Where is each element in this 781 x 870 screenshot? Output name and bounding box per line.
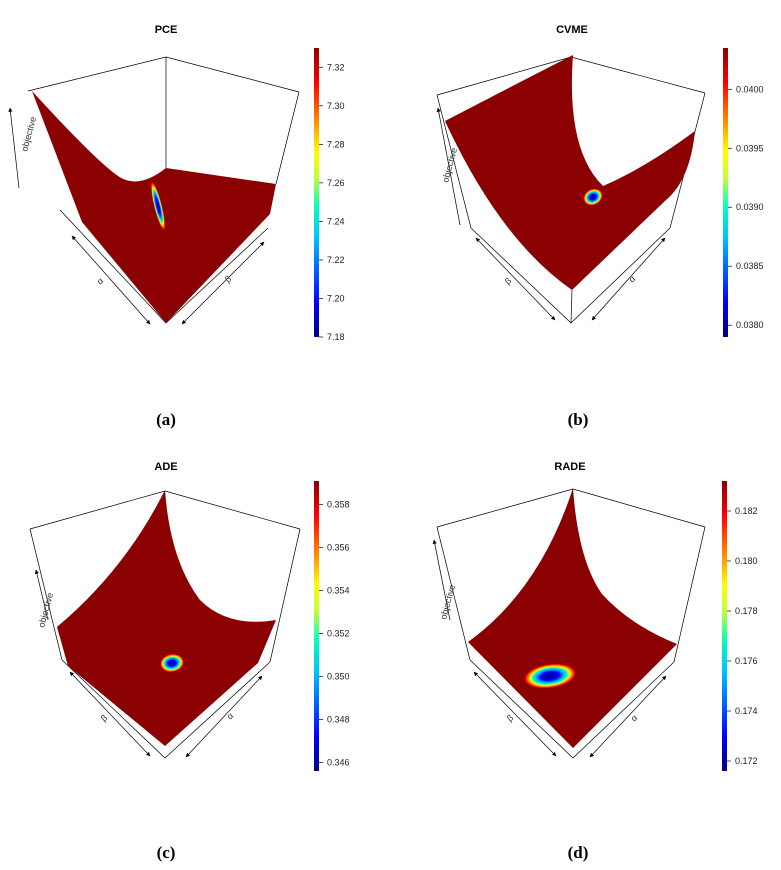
- panel-b-colorbar: [723, 48, 728, 337]
- colorbar-tick-label: 0.352: [327, 629, 350, 639]
- panel-a-alpha-arrow: [71, 235, 151, 325]
- colorbar-tick-label: 7.30: [327, 101, 345, 111]
- panel-a-min-spot: [150, 181, 166, 231]
- panel-b-objective-label: objective: [440, 147, 459, 184]
- panel-b-alpha-label: α: [627, 274, 637, 285]
- colorbar-tick-label: 0.350: [327, 671, 350, 681]
- panel-a-objective-label: objective: [19, 116, 38, 153]
- panel-d-alpha-label: α: [629, 713, 639, 724]
- panel-b-min-spot: [583, 188, 603, 206]
- colorbar-tick-label: 0.174: [735, 706, 758, 716]
- colorbar-tick-label: 0.0390: [736, 202, 764, 212]
- colorbar-tick-label: 7.24: [327, 216, 345, 226]
- panel-a-colorbar-ticks: 7.18 7.20 7.22 7.24 7.26 7.28 7.30 7.32: [319, 62, 345, 342]
- panel-c-alpha-arrow: [185, 675, 263, 758]
- colorbar-tick-label: 7.32: [327, 62, 345, 72]
- panel-a-colorbar: [314, 48, 319, 337]
- panel-c-objective-arrow: [34, 569, 49, 621]
- colorbar-tick-label: 7.28: [327, 139, 345, 149]
- colorbar-tick-label: 7.18: [327, 332, 345, 342]
- panel-d-caption: (d): [568, 843, 589, 862]
- colorbar-tick-label: 0.176: [735, 656, 758, 666]
- panel-d: RADE objective β α 0.1720.1740.1760.1780…: [432, 461, 758, 862]
- panel-b: CVME objective β α 0.03800.03850.03900.0…: [436, 24, 764, 429]
- panel-b-title: CVME: [556, 24, 588, 36]
- panel-a-surface: [32, 91, 276, 323]
- panel-d-objective-arrow: [432, 539, 451, 621]
- panel-c-caption: (c): [157, 843, 176, 862]
- panel-a-caption: (a): [156, 410, 176, 429]
- panel-b-beta-arrow: [475, 237, 556, 321]
- panel-a-beta-label: β: [223, 274, 233, 285]
- panel-b-objective-arrow: [436, 107, 461, 226]
- colorbar-tick-label: 0.348: [327, 714, 350, 724]
- panel-a-title: PCE: [155, 24, 178, 36]
- panel-a: PCE objective α β 7.187.207.227.247.267.…: [8, 24, 345, 429]
- colorbar-tick-label: 0.0400: [736, 84, 764, 94]
- panel-d-colorbar-ticks: 0.172 0.174 0.176 0.178 0.180 0.182: [727, 506, 758, 766]
- panel-d-alpha-arrow: [589, 675, 667, 758]
- panel-c: ADE objective β α 0.3460.3480.3500.3520.…: [29, 461, 350, 862]
- panel-d-title: RADE: [554, 461, 585, 473]
- colorbar-tick-label: 0.180: [735, 556, 758, 566]
- colorbar-tick-label: 0.346: [327, 757, 350, 767]
- colorbar-tick-label: 0.0395: [736, 143, 764, 153]
- panel-d-objective-label: objective: [438, 584, 457, 621]
- panel-b-caption: (b): [568, 410, 589, 429]
- panel-d-colorbar: [722, 481, 727, 771]
- panel-c-colorbar-ticks: 0.346 0.348 0.350 0.352 0.354 0.356 0.358: [319, 500, 350, 767]
- panel-c-surface: [57, 490, 276, 746]
- panel-c-beta-arrow: [69, 671, 151, 757]
- colorbar-tick-label: 7.22: [327, 255, 345, 265]
- colorbar-tick-label: 0.0385: [736, 261, 764, 271]
- panel-c-min-spot: [160, 653, 184, 673]
- panel-b-beta-label: β: [503, 276, 513, 287]
- panel-a-objective-arrow: [8, 107, 20, 189]
- panel-b-surface: [445, 55, 695, 290]
- panel-c-beta-label: β: [99, 713, 109, 724]
- colorbar-tick-label: 0.182: [735, 506, 758, 516]
- panel-d-beta-label: β: [505, 713, 515, 724]
- panel-c-alpha-label: α: [225, 711, 235, 722]
- panel-c-objective-label: objective: [36, 592, 55, 629]
- colorbar-tick-label: 7.26: [327, 178, 345, 188]
- panel-c-colorbar: [314, 481, 319, 771]
- panel-b-colorbar-ticks: 0.0380 0.0385 0.0390 0.0395 0.0400: [728, 84, 764, 330]
- colorbar-tick-label: 0.358: [327, 500, 350, 510]
- panel-a-alpha-label: α: [95, 276, 105, 287]
- colorbar-tick-label: 0.178: [735, 606, 758, 616]
- panel-d-surface: [468, 488, 677, 748]
- colorbar-tick-label: 7.20: [327, 293, 345, 303]
- colorbar-tick-label: 0.0380: [736, 320, 764, 330]
- panel-c-title: ADE: [154, 461, 177, 473]
- colorbar-tick-label: 0.172: [735, 756, 758, 766]
- panel-d-beta-arrow: [473, 671, 557, 757]
- colorbar-tick-label: 0.356: [327, 543, 350, 553]
- panel-b-alpha-arrow: [591, 237, 666, 321]
- panel-a-beta-arrow: [181, 241, 265, 325]
- colorbar-tick-label: 0.354: [327, 586, 350, 596]
